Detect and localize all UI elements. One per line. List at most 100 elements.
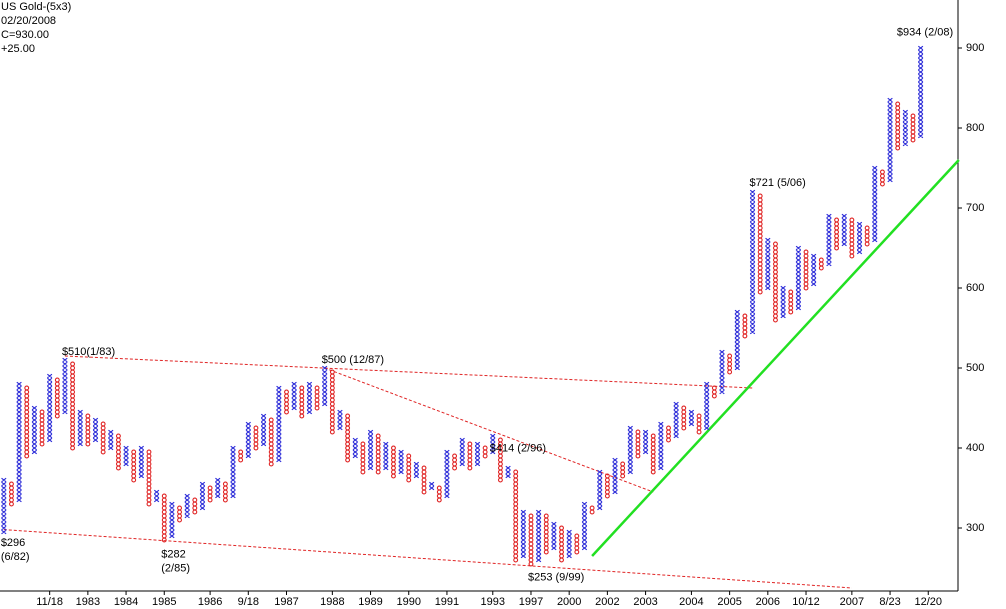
x-column (245, 421, 251, 459)
o-column (834, 217, 840, 251)
annotation: $296 (1, 537, 25, 549)
o-column (268, 417, 274, 467)
o-column (467, 441, 473, 471)
x-column (337, 409, 343, 431)
annotation: $500 (12/87) (322, 354, 384, 366)
x-column (688, 409, 695, 427)
x-column (322, 365, 328, 407)
o-column (345, 413, 351, 463)
price-change: +25.00 (1, 43, 35, 55)
o-column (39, 409, 45, 447)
o-column (177, 505, 182, 523)
x-column (474, 441, 481, 467)
o-column (773, 241, 778, 323)
x-column (490, 433, 496, 455)
trendline (591, 159, 960, 557)
x-column (826, 213, 832, 267)
x-column (597, 469, 603, 511)
x-column (153, 489, 160, 503)
x-column (658, 421, 664, 471)
x-column (260, 413, 267, 447)
x-column (749, 189, 756, 335)
x-column (230, 445, 236, 499)
x-tick-label: 9/18 (238, 596, 259, 608)
x-tick-label: 2000 (557, 596, 581, 608)
x-tick-label: 1997 (519, 596, 543, 608)
x-column (841, 213, 847, 247)
x-tick-label: 10/12 (792, 596, 820, 608)
x-tick-label: 8/23 (879, 596, 900, 608)
o-column (100, 421, 106, 455)
annotation: (6/82) (1, 551, 30, 563)
x-tick-label: 1989 (358, 596, 382, 608)
o-column (161, 493, 167, 543)
trendline (64, 355, 753, 389)
o-column (329, 369, 335, 435)
o-column (589, 505, 595, 515)
x-column (383, 441, 389, 471)
x-column (811, 253, 817, 287)
x-tick-label: 2005 (717, 596, 741, 608)
x-column (566, 529, 572, 559)
x-column (444, 449, 450, 499)
o-column (650, 433, 656, 475)
x-column (138, 445, 144, 479)
o-column (85, 413, 91, 447)
x-column (795, 245, 802, 311)
x-tick-label: 1993 (481, 596, 505, 608)
x-column (780, 285, 786, 319)
x-tick-label: 11/18 (36, 596, 63, 608)
x-column (902, 109, 908, 147)
y-tick-label: 700 (966, 202, 984, 214)
o-column (757, 193, 763, 295)
close-price: C=930.00 (1, 29, 49, 41)
o-column (406, 453, 412, 483)
x-column (31, 405, 38, 455)
x-column (77, 409, 83, 447)
x-tick-label: 1988 (320, 596, 344, 608)
x-tick-label: 2004 (679, 596, 703, 608)
x-column (642, 429, 649, 455)
o-column (284, 389, 289, 415)
o-column (742, 313, 748, 339)
o-column (238, 449, 244, 463)
o-column (711, 385, 717, 399)
annotation: $510(1/83) (62, 346, 115, 358)
o-column (222, 481, 228, 503)
x-tick-label: 2003 (633, 596, 657, 608)
x-column (169, 501, 175, 539)
o-column (452, 453, 458, 471)
o-column (391, 445, 396, 479)
x-tick-label: 1990 (396, 596, 420, 608)
x-column (413, 461, 420, 479)
o-column (574, 533, 580, 555)
o-column (131, 449, 137, 483)
o-column (604, 473, 610, 499)
o-column (54, 377, 60, 419)
x-tick-label: 1985 (152, 596, 176, 608)
x-column (276, 385, 282, 463)
x-tick-label: 1987 (274, 596, 298, 608)
o-column (788, 289, 794, 315)
o-column (681, 405, 687, 431)
x-tick-label: 2007 (840, 596, 864, 608)
x-column (627, 425, 633, 475)
x-column (92, 417, 99, 443)
x-column (47, 373, 53, 443)
o-column (666, 425, 671, 443)
o-column (360, 441, 366, 475)
trendline (324, 367, 654, 493)
y-tick-label: 600 (966, 282, 984, 294)
o-column (299, 385, 305, 419)
x-tick-label: 1991 (435, 596, 459, 608)
o-column (849, 217, 855, 259)
x-column (199, 481, 206, 511)
x-column (872, 165, 878, 243)
x-tick-label: 1983 (76, 596, 100, 608)
x-column (535, 509, 542, 563)
x-column (398, 449, 404, 475)
x-column (184, 493, 190, 519)
x-tick-label: 1984 (114, 596, 138, 608)
o-column (421, 465, 427, 495)
x-column (352, 437, 358, 459)
